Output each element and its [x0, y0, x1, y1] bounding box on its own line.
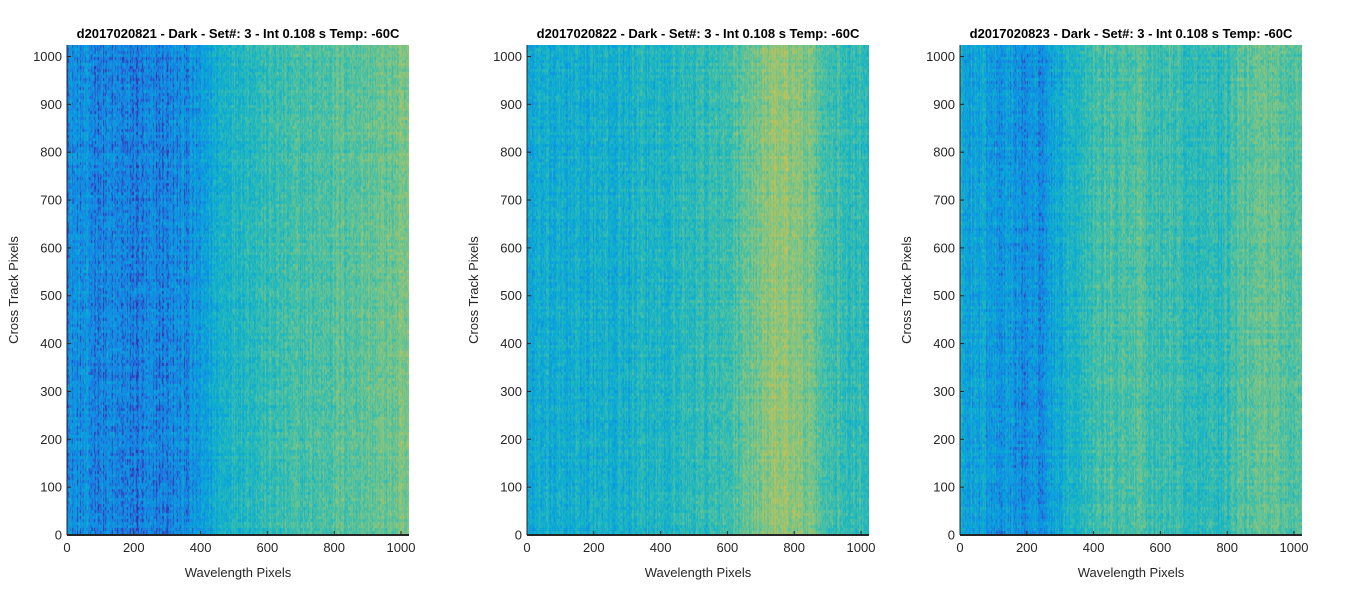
y-tick-label: 500: [40, 288, 62, 303]
x-tick-label: 800: [783, 540, 805, 555]
panel-3: 0 200 400 600 800 1000 0 100 200 300 400 500 600 700 8…: [899, 26, 1308, 580]
x-tick-label: 200: [1016, 540, 1038, 555]
y-tick-label: 800: [500, 145, 522, 160]
y-tick-label: 300: [40, 384, 62, 399]
x-tick-label: 800: [1216, 540, 1238, 555]
x-tick-label: 0: [63, 540, 70, 555]
x-axis-label: Wavelength Pixels: [645, 565, 752, 580]
y-tick-label: 300: [500, 384, 522, 399]
y-tick-label: 100: [500, 480, 522, 495]
y-tick-label: 1000: [33, 49, 62, 64]
y-tick-label: 200: [933, 432, 955, 447]
x-axis-label: Wavelength Pixels: [1078, 565, 1185, 580]
y-tick-label: 600: [40, 240, 62, 255]
y-tick-label: 900: [40, 97, 62, 112]
chart-title: d2017020821 - Dark - Set#: 3 - Int 0.108…: [77, 26, 400, 41]
x-tick-label: 600: [257, 540, 279, 555]
x-tick-label: 200: [583, 540, 605, 555]
panel-2: 0 200 400 600 800 1000 0 100 200 300 400 500 600 700 8…: [466, 26, 875, 580]
x-tick-label: 800: [323, 540, 345, 555]
heatmap-image: [67, 45, 409, 535]
x-tick-label: 400: [650, 540, 672, 555]
y-tick-label: 500: [500, 288, 522, 303]
chart-title: d2017020822 - Dark - Set#: 3 - Int 0.108…: [537, 26, 860, 41]
y-tick-label: 800: [40, 145, 62, 160]
y-tick-label: 800: [933, 145, 955, 160]
chart-title: d2017020823 - Dark - Set#: 3 - Int 0.108…: [970, 26, 1293, 41]
y-tick-label: 400: [933, 336, 955, 351]
x-tick-label: 600: [717, 540, 739, 555]
y-tick-label: 0: [948, 528, 955, 543]
y-tick-label: 600: [500, 240, 522, 255]
y-axis-label: Cross Track Pixels: [466, 236, 481, 344]
y-tick-label: 200: [40, 432, 62, 447]
x-tick-label: 600: [1150, 540, 1172, 555]
x-tick-label: 1000: [387, 540, 416, 555]
x-tick-label: 400: [1083, 540, 1105, 555]
y-axis-label: Cross Track Pixels: [899, 236, 914, 344]
panel-1: 0 200 400 600 800 1000 0 100 200 300 400 500 600 700 8…: [6, 26, 415, 580]
y-tick-label: 400: [500, 336, 522, 351]
x-tick-label: 400: [190, 540, 212, 555]
y-tick-label: 100: [40, 480, 62, 495]
y-tick-label: 1000: [493, 49, 522, 64]
y-tick-label: 700: [40, 193, 62, 208]
heatmap-image: [527, 45, 869, 535]
y-tick-label: 100: [933, 480, 955, 495]
y-tick-label: 700: [933, 193, 955, 208]
x-tick-label: 0: [956, 540, 963, 555]
x-tick-label: 1000: [1280, 540, 1309, 555]
x-tick-label: 1000: [847, 540, 876, 555]
y-tick-label: 1000: [926, 49, 955, 64]
y-tick-label: 200: [500, 432, 522, 447]
y-axis-label: Cross Track Pixels: [6, 236, 21, 344]
y-tick-label: 700: [500, 193, 522, 208]
x-axis-label: Wavelength Pixels: [185, 565, 292, 580]
x-tick-label: 0: [523, 540, 530, 555]
y-tick-label: 400: [40, 336, 62, 351]
heatmap-image: [960, 45, 1302, 535]
y-tick-label: 600: [933, 240, 955, 255]
x-tick-label: 200: [123, 540, 145, 555]
y-tick-label: 900: [500, 97, 522, 112]
y-tick-label: 0: [515, 528, 522, 543]
y-tick-label: 300: [933, 384, 955, 399]
y-tick-label: 900: [933, 97, 955, 112]
y-tick-label: 500: [933, 288, 955, 303]
y-tick-label: 0: [55, 528, 62, 543]
